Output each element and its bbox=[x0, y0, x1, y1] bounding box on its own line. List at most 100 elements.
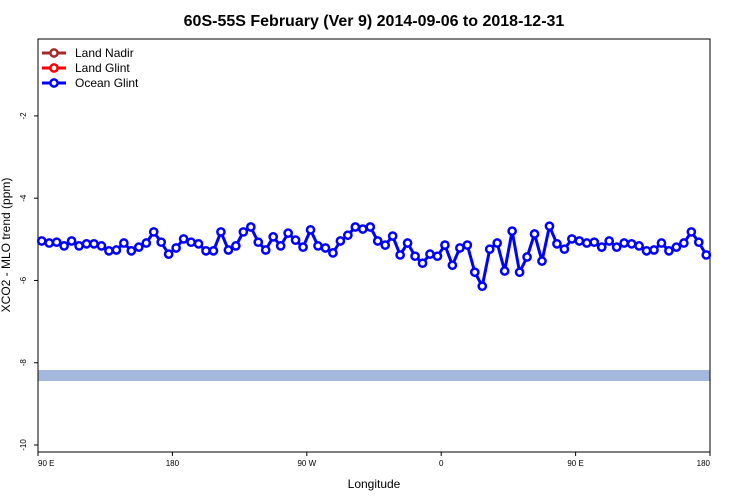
point bbox=[193, 239, 204, 249]
y-tick-label: -10 bbox=[19, 439, 28, 451]
point bbox=[372, 236, 383, 246]
point bbox=[156, 237, 167, 248]
point bbox=[514, 267, 525, 278]
point bbox=[402, 238, 413, 248]
point bbox=[552, 239, 562, 249]
point bbox=[290, 235, 301, 246]
legend-label: Ocean Glint bbox=[75, 76, 139, 90]
point bbox=[141, 238, 152, 248]
point bbox=[596, 242, 607, 252]
point bbox=[66, 236, 77, 246]
point bbox=[148, 227, 159, 237]
point bbox=[387, 231, 398, 241]
point bbox=[275, 241, 286, 251]
point bbox=[604, 236, 615, 246]
point bbox=[36, 236, 47, 246]
point bbox=[111, 245, 122, 255]
band bbox=[38, 370, 710, 381]
point bbox=[89, 239, 99, 249]
point bbox=[567, 234, 577, 244]
point bbox=[365, 222, 376, 232]
y-axis-label: XCO2 - MLO trend (ppm) bbox=[0, 178, 13, 313]
legend-marker bbox=[49, 63, 59, 73]
y-tick-label: -6 bbox=[19, 276, 28, 284]
point bbox=[283, 228, 293, 239]
point bbox=[679, 238, 689, 248]
chart-title: 60S-55S February (Ver 9) 2014-09-06 to 2… bbox=[184, 13, 565, 30]
x-tick-label: 90 W bbox=[297, 459, 316, 468]
point bbox=[238, 227, 249, 237]
point bbox=[537, 256, 547, 266]
point bbox=[686, 227, 697, 237]
point bbox=[328, 248, 338, 258]
point bbox=[260, 245, 271, 255]
point bbox=[395, 250, 405, 260]
point bbox=[529, 229, 540, 239]
point bbox=[447, 260, 458, 271]
point bbox=[74, 241, 84, 251]
point bbox=[320, 243, 331, 253]
point bbox=[499, 266, 510, 276]
legend-label: Land Glint bbox=[75, 61, 130, 75]
point bbox=[245, 222, 256, 232]
x-tick-label: 180 bbox=[697, 459, 711, 468]
point bbox=[335, 236, 346, 246]
point bbox=[313, 241, 323, 251]
series-line bbox=[41, 221, 708, 291]
point bbox=[126, 245, 137, 256]
point bbox=[171, 243, 181, 253]
point bbox=[469, 267, 480, 278]
point bbox=[634, 241, 644, 251]
x-tick-label: 0 bbox=[439, 459, 444, 468]
point bbox=[462, 240, 473, 250]
point bbox=[581, 238, 592, 248]
point bbox=[492, 238, 503, 248]
point bbox=[410, 251, 420, 262]
point bbox=[59, 241, 69, 251]
x-tick-label: 180 bbox=[166, 459, 180, 468]
point bbox=[484, 244, 495, 255]
point bbox=[664, 245, 674, 256]
point bbox=[163, 249, 174, 259]
x-tick-label: 90 E bbox=[567, 459, 583, 468]
point bbox=[544, 221, 555, 232]
legend-marker bbox=[49, 78, 59, 88]
point bbox=[440, 240, 450, 250]
point bbox=[380, 240, 391, 250]
point bbox=[178, 234, 189, 244]
point bbox=[626, 239, 637, 249]
point bbox=[671, 242, 682, 252]
point bbox=[96, 241, 107, 251]
point bbox=[425, 249, 435, 259]
point bbox=[455, 243, 465, 253]
y-tick-label: -4 bbox=[19, 194, 28, 202]
point bbox=[223, 245, 234, 255]
y-tick-label: -8 bbox=[19, 359, 28, 367]
legend-marker bbox=[49, 48, 59, 58]
point bbox=[619, 238, 629, 248]
point bbox=[253, 237, 264, 248]
point bbox=[357, 224, 368, 234]
point bbox=[186, 237, 196, 248]
point bbox=[559, 244, 570, 255]
point bbox=[350, 222, 361, 232]
point bbox=[611, 242, 622, 252]
point bbox=[104, 245, 114, 256]
point bbox=[649, 245, 659, 255]
point bbox=[133, 242, 144, 252]
plot-frame bbox=[37, 38, 711, 453]
legend-label: Land Nadir bbox=[75, 46, 134, 60]
point bbox=[44, 238, 55, 248]
point bbox=[208, 245, 219, 256]
point bbox=[701, 250, 712, 260]
point bbox=[216, 227, 226, 237]
point bbox=[231, 241, 241, 251]
point bbox=[507, 226, 517, 236]
point bbox=[305, 225, 316, 235]
point bbox=[201, 245, 211, 256]
point bbox=[574, 236, 585, 246]
x-tick-label: 90 E bbox=[38, 459, 54, 468]
point bbox=[656, 238, 667, 248]
x-axis-label: Longitude bbox=[348, 477, 401, 491]
